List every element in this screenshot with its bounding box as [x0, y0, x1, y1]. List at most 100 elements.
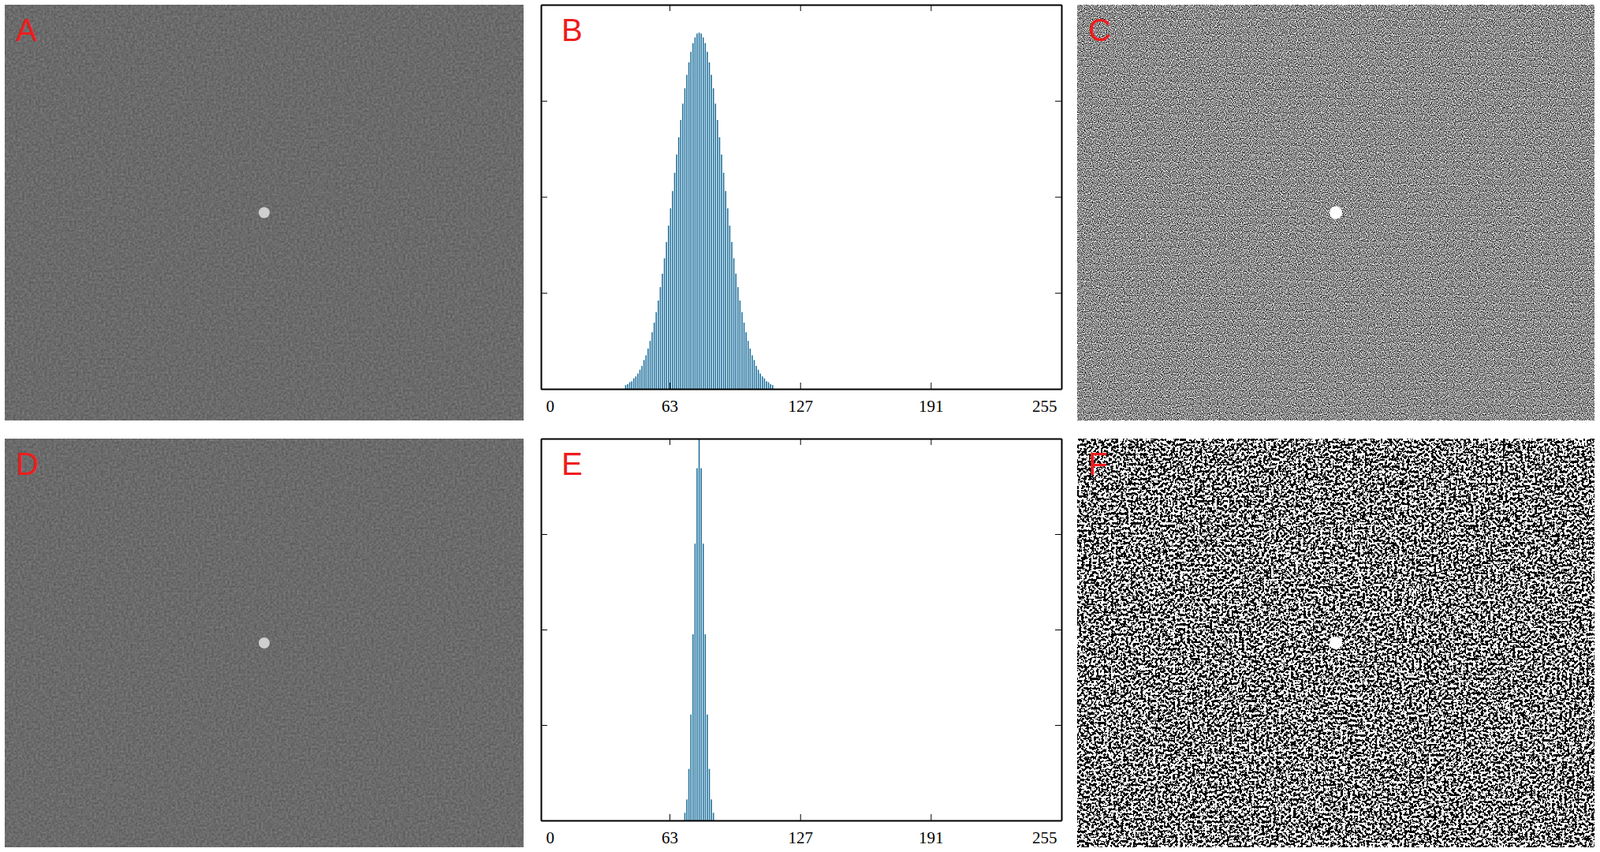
- histogram-bar: [657, 300, 660, 389]
- x-tick-label: 63: [661, 396, 679, 416]
- x-tick-top: [800, 4, 802, 12]
- top-frame-line: [541, 438, 1063, 441]
- histogram-bar: [635, 376, 638, 389]
- x-tick: 255: [1032, 382, 1063, 416]
- y-tick: [540, 629, 548, 631]
- histogram-bar: [629, 381, 631, 389]
- figure: ACDF063127191255B063127191255E: [0, 0, 1600, 852]
- x-tick: 63: [661, 382, 679, 416]
- y-tick-mark: [1055, 533, 1062, 535]
- x-tick-mark: [930, 438, 932, 445]
- histogram-bar: [712, 88, 715, 389]
- histogram-bar: [639, 369, 642, 389]
- x-tick-label: 0: [546, 396, 556, 416]
- bars: [684, 438, 715, 821]
- image-panel: A: [4, 4, 524, 421]
- histogram-bar: [689, 52, 692, 389]
- y-tick-mark: [540, 292, 548, 294]
- y-tick: [540, 292, 548, 294]
- x-tick: 63: [661, 813, 679, 847]
- histogram-bar: [751, 354, 754, 389]
- x-tick-mark: [669, 813, 671, 821]
- panel-label: D: [15, 446, 39, 482]
- histogram-bar: [704, 634, 707, 821]
- histogram-bar: [696, 468, 698, 821]
- panel-label: F: [1088, 446, 1108, 482]
- histogram-bar: [661, 273, 664, 389]
- histogram-bar: [743, 322, 746, 389]
- x-tick-label: 255: [1032, 396, 1058, 416]
- x-tick-mark: [800, 4, 802, 12]
- y-tick-mark: [1055, 388, 1062, 390]
- histogram-bar: [708, 768, 711, 821]
- x-tick-label: 127: [787, 827, 813, 847]
- histogram-bar: [761, 376, 764, 389]
- bright-spot: [258, 207, 270, 219]
- bright-spot: [1329, 636, 1343, 649]
- x-tick-top: [930, 438, 932, 445]
- x-tick-mark: [930, 813, 932, 821]
- histogram-bar: [694, 543, 697, 821]
- histogram-bar: [724, 190, 727, 389]
- x-tick-mark: [800, 382, 802, 389]
- histogram-bar: [702, 543, 705, 821]
- histogram-bar: [633, 378, 635, 389]
- x-tick-mark: [800, 438, 802, 445]
- x-axis: 0 63 127 191 255: [541, 813, 1063, 847]
- y-tick: [1055, 197, 1062, 198]
- histogram-bar: [715, 103, 717, 389]
- x-tick-mark: [930, 382, 932, 389]
- histogram-bar: [675, 154, 678, 389]
- histogram-bar: [772, 384, 774, 389]
- x-axis-line: [541, 388, 1063, 391]
- y-tick: [540, 820, 548, 821]
- histogram-bar: [680, 119, 683, 389]
- histogram-bar: [689, 714, 692, 821]
- y-tick-mark: [540, 197, 548, 198]
- histogram-bar: [706, 714, 709, 821]
- histogram-bar: [745, 331, 747, 389]
- y-tick: [540, 533, 548, 535]
- x-tick-mark: [669, 382, 671, 389]
- histogram-bar: [706, 52, 709, 389]
- histogram-bar: [719, 137, 721, 389]
- histogram-bar: [665, 242, 668, 389]
- x-tick: 255: [1032, 813, 1063, 847]
- x-axis-top: [541, 4, 1063, 12]
- x-tick: 191: [918, 382, 944, 416]
- histogram-bar: [753, 359, 756, 389]
- histogram-bar: [731, 242, 733, 389]
- y-tick: [1055, 292, 1062, 294]
- y-tick-mark: [1055, 820, 1062, 821]
- histogram-bar: [663, 257, 666, 389]
- panel-label: A: [15, 12, 38, 48]
- histogram-bar: [692, 43, 694, 389]
- y-tick-mark: [540, 388, 548, 390]
- x-axis-top: [541, 438, 1063, 445]
- histogram-bar: [688, 62, 690, 389]
- histogram-bar: [765, 380, 768, 389]
- noise-image: [1077, 438, 1595, 847]
- x-tick: 127: [787, 382, 813, 416]
- histogram-bar: [651, 331, 653, 389]
- y-tick: [1055, 533, 1062, 535]
- histogram-bar: [755, 365, 758, 389]
- histogram-bar: [686, 74, 688, 389]
- histogram-bar: [747, 340, 750, 389]
- y-axis-left: [540, 439, 548, 821]
- x-tick: 191: [918, 813, 944, 847]
- histogram-bar: [684, 88, 687, 389]
- histogram-bar: [700, 33, 702, 389]
- histogram-bar: [649, 340, 652, 389]
- x-tick-label: 191: [918, 396, 944, 416]
- histogram-bar: [645, 354, 648, 389]
- histogram-bar: [655, 312, 657, 389]
- histogram-bar: [647, 348, 649, 389]
- y-tick: [1055, 629, 1062, 631]
- histogram-bar: [720, 154, 723, 389]
- bars: [625, 32, 774, 389]
- x-tick-top: [669, 438, 671, 445]
- x-tick-mark: [669, 4, 671, 12]
- x-tick-label: 0: [546, 827, 556, 847]
- y-tick-mark: [1055, 4, 1062, 6]
